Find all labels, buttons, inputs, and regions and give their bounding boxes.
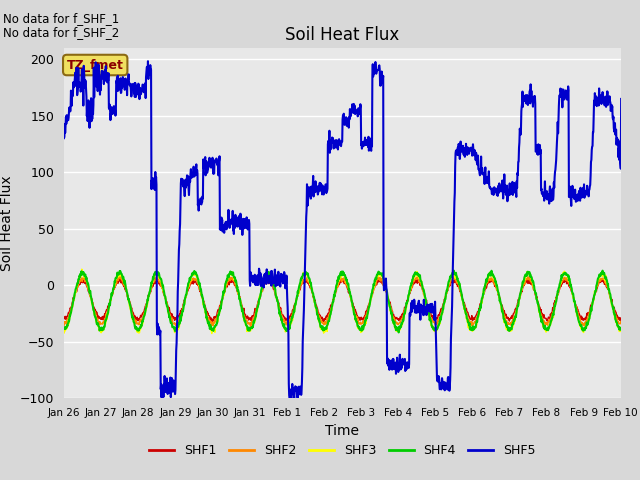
Title: Soil Heat Flux: Soil Heat Flux	[285, 25, 399, 44]
Text: No data for f_SHF_1: No data for f_SHF_1	[3, 12, 120, 25]
Legend: SHF1, SHF2, SHF3, SHF4, SHF5: SHF1, SHF2, SHF3, SHF4, SHF5	[144, 439, 541, 462]
Y-axis label: Soil Heat Flux: Soil Heat Flux	[1, 175, 14, 271]
Text: No data for f_SHF_2: No data for f_SHF_2	[3, 26, 120, 39]
Text: TZ_fmet: TZ_fmet	[67, 59, 124, 72]
X-axis label: Time: Time	[325, 424, 360, 438]
